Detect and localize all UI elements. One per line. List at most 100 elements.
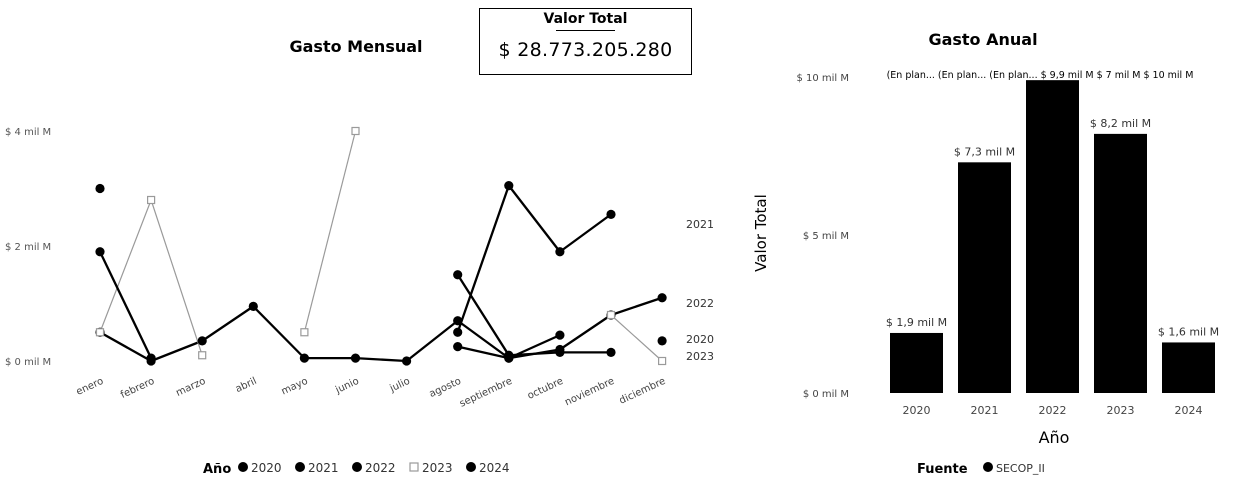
monthly-legend-label-2023: 2023 bbox=[422, 461, 453, 475]
monthly-point-2020 bbox=[555, 330, 565, 340]
monthly-x-tick-label: marzo bbox=[174, 376, 207, 399]
monthly-end-label-2021: 2021 bbox=[686, 218, 714, 231]
monthly-point-2024 bbox=[95, 247, 105, 257]
monthly-point-2021 bbox=[95, 183, 105, 194]
monthly-x-axis: enero febrero marzo abril mayo junio julio agos… bbox=[75, 376, 668, 410]
monthly-point-2021 bbox=[555, 247, 565, 257]
annual-y-tick-label: $ 10 mil M bbox=[796, 73, 849, 84]
annual-y-axis-title: Valor Total bbox=[752, 194, 770, 272]
monthly-x-tick-label: noviembre bbox=[563, 376, 616, 409]
monthly-x-tick-label: agosto bbox=[428, 376, 463, 400]
total-value-label: Valor Total bbox=[543, 11, 628, 27]
annual-x-axis-title: Año bbox=[1039, 428, 1070, 447]
annual-legend-title: Fuente bbox=[917, 462, 968, 477]
annual-data-label-2021: $ 7,3 mil M bbox=[954, 145, 1015, 158]
monthly-series-line-2024 bbox=[98, 251, 153, 359]
annual-bar-2023 bbox=[1094, 133, 1147, 393]
monthly-point-2021 bbox=[453, 327, 463, 337]
monthly-legend-marker-2023 bbox=[409, 462, 419, 472]
monthly-point-2023 bbox=[657, 356, 667, 366]
monthly-series-points bbox=[95, 126, 667, 366]
monthly-legend-label-2022: 2022 bbox=[365, 461, 396, 475]
monthly-point-2020 bbox=[453, 342, 463, 352]
monthly-point-2024 bbox=[146, 353, 156, 363]
monthly-legend-label-2024: 2024 bbox=[479, 461, 510, 475]
monthly-y-tick-label: $ 4 mil M bbox=[5, 127, 51, 138]
monthly-x-tick-label: enero bbox=[75, 376, 106, 398]
monthly-point-2023 bbox=[300, 328, 309, 337]
annual-top-annotation: (En plan... (En plan... (En plan... $ 9,… bbox=[887, 70, 1194, 81]
monthly-point-2023 bbox=[147, 195, 156, 205]
monthly-point-2022 bbox=[299, 353, 309, 363]
monthly-y-tick-label: $ 2 mil M bbox=[5, 242, 51, 253]
annual-x-tick-label: 2022 bbox=[1039, 404, 1067, 417]
monthly-legend-label-2020: 2020 bbox=[251, 461, 282, 475]
monthly-y-tick-label: $ 0 mil M bbox=[5, 357, 51, 368]
monthly-point-2022 bbox=[248, 301, 258, 311]
monthly-x-tick-label: abril bbox=[234, 376, 259, 395]
monthly-point-2022 bbox=[402, 356, 412, 366]
monthly-point-2022 bbox=[197, 336, 207, 346]
monthly-series-line-2023 bbox=[99, 199, 203, 356]
monthly-legend-marker-2024 bbox=[466, 462, 476, 472]
annual-bars bbox=[890, 80, 1215, 393]
monthly-legend-marker-2020 bbox=[238, 462, 248, 472]
monthly-chart-title: Gasto Mensual bbox=[289, 37, 422, 56]
annual-y-tick-label: $ 5 mil M bbox=[803, 231, 849, 242]
annual-x-tick-label: 2020 bbox=[903, 404, 931, 417]
monthly-x-tick-label: septiembre bbox=[458, 376, 514, 410]
monthly-point-2023 bbox=[95, 328, 105, 337]
annual-data-label-2023: $ 8,2 mil M bbox=[1090, 117, 1151, 130]
annual-y-axis: $ 0 mil M $ 5 mil M $ 10 mil M bbox=[796, 73, 849, 400]
monthly-point-2024 bbox=[504, 350, 514, 360]
annual-data-labels: $ 1,9 mil M $ 7,3 mil M $ 8,2 mil M $ 1,6 m… bbox=[886, 117, 1219, 339]
annual-bar-2024 bbox=[1162, 342, 1215, 393]
monthly-y-axis: $ 0 mil M $ 2 mil M $ 4 mil M bbox=[5, 127, 51, 368]
annual-legend-marker bbox=[983, 462, 993, 472]
monthly-legend-marker-2021 bbox=[295, 462, 305, 472]
annual-bar-chart[interactable]: Gasto Anual (En plan... (En plan... (En … bbox=[752, 30, 1219, 477]
monthly-point-2023 bbox=[606, 310, 616, 320]
monthly-point-2021 bbox=[606, 209, 616, 219]
monthly-x-tick-label: octubre bbox=[526, 376, 565, 402]
annual-legend-label: SECOP_II bbox=[996, 462, 1045, 475]
total-value-card: Valor Total $ 28.773.205.280 bbox=[479, 8, 692, 75]
monthly-point-2023 bbox=[351, 126, 360, 136]
annual-y-tick-label: $ 0 mil M bbox=[803, 389, 849, 400]
monthly-x-tick-label: febrero bbox=[119, 376, 156, 401]
monthly-x-tick-label: julio bbox=[387, 376, 411, 395]
annual-bar-2021 bbox=[958, 162, 1011, 393]
monthly-point-2024 bbox=[555, 347, 565, 357]
annual-data-label-2024: $ 1,6 mil M bbox=[1158, 325, 1219, 338]
monthly-end-label-2020: 2020 bbox=[686, 333, 714, 346]
monthly-end-label-2023: 2023 bbox=[686, 350, 714, 363]
monthly-series-lines bbox=[98, 130, 663, 363]
monthly-point-2022 bbox=[657, 293, 667, 303]
total-value-underline bbox=[556, 30, 615, 31]
monthly-point-2024 bbox=[606, 347, 616, 357]
monthly-point-2024 bbox=[453, 270, 463, 280]
annual-data-label-2020: $ 1,9 mil M bbox=[886, 316, 947, 329]
monthly-legend-marker-2022 bbox=[352, 462, 362, 472]
monthly-x-tick-label: diciembre bbox=[618, 376, 668, 407]
annual-bar-2020 bbox=[890, 332, 943, 393]
monthly-point-2022 bbox=[453, 316, 463, 326]
monthly-x-tick-label: junio bbox=[333, 376, 361, 397]
monthly-line-chart[interactable]: Gasto Mensual $ 0 mil M $ 2 mil M $ 4 mil … bbox=[5, 37, 714, 477]
monthly-legend-title: Año bbox=[203, 462, 231, 477]
monthly-point-2023 bbox=[198, 351, 207, 360]
monthly-point-2020 bbox=[657, 336, 667, 346]
annual-x-tick-label: 2023 bbox=[1107, 404, 1135, 417]
total-value-amount: $ 28.773.205.280 bbox=[498, 39, 673, 61]
annual-x-axis: 2020 2021 2022 2023 2024 bbox=[903, 404, 1203, 417]
annual-legend[interactable]: Fuente SECOP_II bbox=[917, 462, 1045, 477]
monthly-legend[interactable]: Año 2020 2021 2022 2023 2024 bbox=[203, 461, 510, 477]
monthly-end-labels: 2020 2021 2022 2023 bbox=[686, 218, 714, 363]
monthly-series-line-2022 bbox=[99, 296, 663, 363]
annual-bar-2022 bbox=[1026, 80, 1079, 393]
monthly-point-2021 bbox=[504, 181, 514, 191]
annual-x-tick-label: 2021 bbox=[971, 404, 999, 417]
monthly-series-line-2021 bbox=[456, 184, 612, 333]
monthly-end-label-2022: 2022 bbox=[686, 297, 714, 310]
